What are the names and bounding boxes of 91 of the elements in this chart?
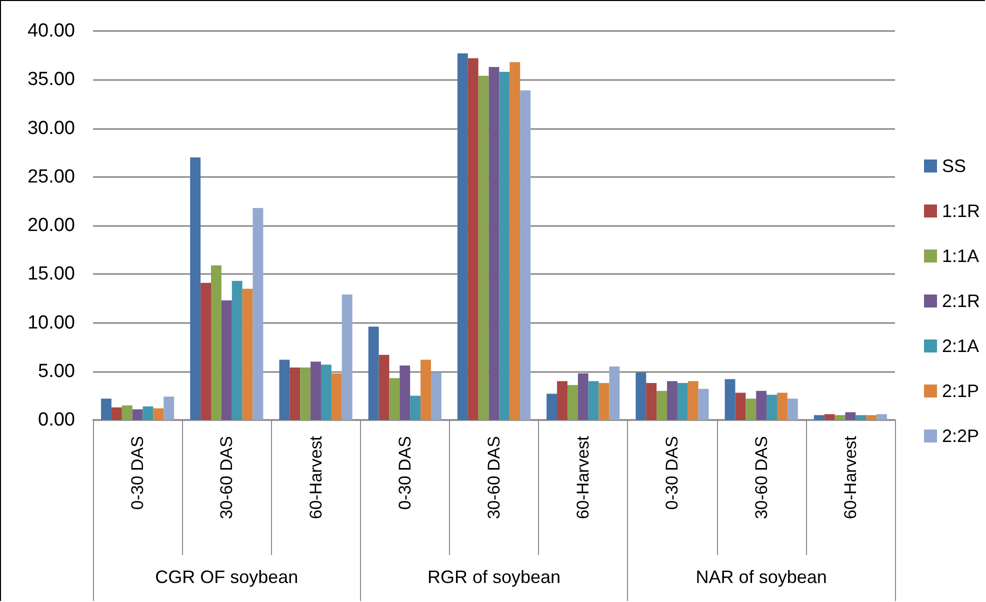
bar	[866, 415, 877, 420]
bar	[300, 367, 311, 420]
y-tick-label: 10.00	[27, 312, 75, 334]
bar	[252, 208, 264, 420]
text: CGR OF soybean	[155, 567, 298, 587]
bar	[520, 90, 531, 420]
bar	[834, 415, 846, 420]
bar	[546, 394, 558, 420]
y-tick-label: 0.00	[38, 410, 75, 430]
x-tick-label: 60-Harvest	[306, 436, 326, 520]
bar	[211, 265, 222, 420]
bar	[598, 383, 610, 420]
bar	[111, 407, 122, 420]
bar	[646, 383, 657, 420]
y-tick-label: 20.00	[27, 215, 75, 236]
bar	[557, 381, 568, 420]
x-tick-label: 30-60 DAS	[484, 436, 504, 520]
legend-label: SS	[942, 156, 966, 176]
legend-label: 2:1P	[942, 381, 980, 401]
y-tick-label: 25.00	[27, 166, 75, 188]
bar	[153, 408, 164, 420]
bar	[510, 62, 520, 420]
bar	[389, 378, 400, 420]
bar	[567, 384, 578, 420]
legend-label: 1:1R	[942, 201, 980, 221]
bar	[200, 282, 212, 420]
bar	[656, 390, 668, 420]
bar	[468, 58, 478, 420]
bar	[787, 398, 798, 420]
bar	[232, 280, 242, 420]
bar	[310, 362, 321, 420]
y-tick-label: 5.00	[38, 360, 75, 382]
bar	[746, 398, 756, 420]
y-tick-label: 35.00	[27, 69, 75, 90]
bar	[342, 294, 352, 420]
bar	[636, 372, 646, 420]
legend-label: 1:1A	[942, 246, 980, 266]
bar	[457, 53, 468, 420]
y-tick-label: 40.00	[27, 20, 75, 42]
x-tick-label: 0-30 DAS	[662, 436, 682, 510]
bar	[876, 414, 887, 420]
bar	[776, 392, 788, 420]
bar	[488, 66, 500, 420]
bar	[279, 360, 290, 420]
x-tick-label: 30-60 DAS	[217, 436, 236, 520]
bar	[142, 406, 154, 420]
x-tick-label: 60-Harvest	[840, 436, 860, 520]
bar	[420, 360, 431, 420]
bar	[478, 76, 489, 420]
bar	[845, 412, 856, 420]
legend-label: 2:2P	[942, 426, 980, 446]
bar	[101, 398, 112, 420]
bar	[221, 300, 232, 420]
bar	[724, 379, 736, 420]
bar	[132, 409, 143, 420]
bar	[814, 415, 824, 420]
bar	[410, 396, 421, 420]
bar	[290, 367, 300, 420]
bar	[667, 381, 678, 420]
bar	[756, 390, 767, 420]
text: RGR of soybean	[427, 567, 561, 587]
legend-label: 2:1A	[942, 336, 980, 356]
bar	[430, 372, 442, 420]
x-tick-label: 30-60 DAS	[752, 436, 771, 520]
x-tick-label: 0-30 DAS	[395, 436, 414, 510]
bar	[331, 373, 342, 420]
bar	[378, 354, 390, 420]
x-tick-label: 60-Harvest	[574, 436, 593, 520]
bar	[400, 366, 410, 420]
x-tick-label: 0-30 DAS	[128, 436, 148, 510]
bar	[578, 373, 588, 420]
text: NAR of soybean	[696, 567, 827, 587]
bar	[856, 415, 866, 420]
bar	[499, 72, 510, 420]
bar	[242, 288, 253, 420]
y-tick-label: 15.00	[27, 264, 75, 285]
bar	[190, 157, 201, 420]
bar	[824, 414, 835, 420]
y-tick-label: 30.00	[27, 118, 75, 139]
legend-label: 2:1R	[942, 291, 980, 311]
bar	[320, 364, 332, 420]
bar	[698, 388, 709, 420]
bar	[677, 383, 688, 420]
bar	[122, 405, 132, 420]
bar	[368, 326, 379, 420]
bar	[735, 392, 746, 420]
bar	[688, 381, 698, 420]
bar	[164, 396, 174, 420]
bar	[609, 366, 620, 420]
bar	[766, 394, 777, 420]
bar	[588, 381, 599, 420]
